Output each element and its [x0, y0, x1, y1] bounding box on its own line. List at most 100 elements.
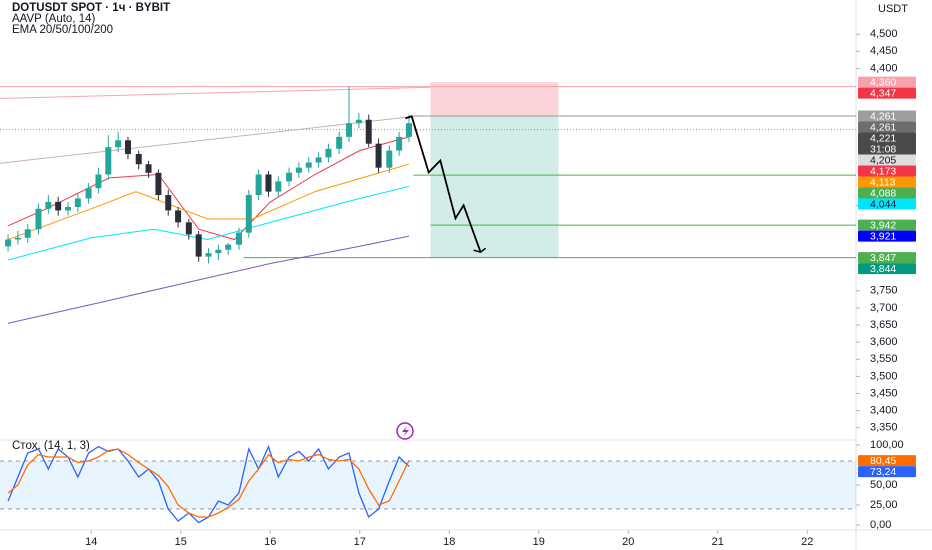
trend-line [0, 115, 416, 164]
y-tick-label: 0,00 [870, 519, 891, 531]
candle-body [14, 237, 21, 240]
x-tick-label: 20 [622, 536, 634, 548]
candle-body [124, 140, 131, 154]
price-tag [858, 165, 916, 177]
x-tick-label: 22 [801, 536, 813, 548]
indicator-label: AAVP (Auto, 14) [12, 13, 95, 25]
candle-body [275, 181, 282, 192]
symbol-title: DOTUSDT SPOT · 1ч · BYBIT [12, 2, 170, 14]
candle-body [175, 210, 182, 223]
price-tag-label: 4,113 [870, 176, 896, 188]
candle-body [65, 206, 72, 211]
price-tag [858, 263, 916, 275]
price-tag [858, 87, 916, 99]
candle-body [396, 136, 403, 151]
price-tag [858, 230, 916, 242]
price-tag-label: 4,088 [870, 187, 896, 199]
price-tag-label: 4,173 [870, 165, 896, 177]
price-tag-label: 4,347 [870, 87, 896, 99]
x-tick-label: 16 [264, 536, 276, 548]
price-tag-label: 3,942 [870, 219, 896, 231]
stop-zone [430, 82, 559, 116]
y-tick-label: 3,400 [870, 404, 898, 416]
y-tick-label: 100,00 [870, 439, 904, 451]
event-icon[interactable] [396, 422, 414, 440]
candle-body [115, 140, 122, 148]
candle-body [355, 119, 362, 124]
candle-body [74, 198, 81, 207]
price-tag [858, 176, 916, 188]
currency-label: USDT [878, 3, 908, 15]
candle-body [135, 153, 142, 165]
x-tick-label: 21 [712, 536, 724, 548]
price-tag-label: 4,221 [870, 132, 896, 144]
countdown-label: 31:08 [870, 143, 896, 155]
candle-body [24, 229, 31, 238]
candle-body [245, 195, 252, 233]
y-tick-label: 3,600 [870, 336, 898, 348]
candle-body [165, 195, 172, 211]
x-tick-label: 14 [85, 536, 97, 548]
price-tag [858, 252, 916, 264]
x-tick-label: 17 [354, 536, 366, 548]
price-tag [858, 455, 916, 467]
stoch-line [7, 448, 410, 518]
candle-body [346, 123, 353, 137]
oscillator-title: Стох. (14, 1, 3) [12, 440, 90, 452]
candle-body [205, 253, 212, 257]
price-tag-label: 3,921 [870, 230, 896, 242]
price-tag [858, 466, 916, 478]
chart-layer: 1415161718192021224,5004,4504,4004,0003,… [0, 28, 916, 548]
candle-body [35, 208, 42, 230]
price-tag [858, 219, 916, 231]
candle-body [185, 222, 192, 235]
y-tick-label: 4,400 [870, 62, 898, 74]
candle-body [235, 232, 242, 245]
target-zone [430, 115, 559, 258]
ema-line [7, 186, 410, 261]
y-tick-label: 3,450 [870, 387, 898, 399]
projection-path [405, 115, 482, 253]
candle-body [386, 150, 393, 168]
candle-body [305, 162, 312, 168]
candle-body [336, 136, 343, 149]
candle-body [286, 172, 293, 182]
event-icon-bolt [402, 426, 409, 437]
price-tag [858, 110, 916, 122]
price-tag-label: 4,360 [870, 76, 896, 88]
y-tick-label: 3,350 [870, 422, 898, 434]
candle-body [225, 244, 232, 250]
y-tick-label: 25,00 [870, 499, 898, 511]
y-tick-label: 3,650 [870, 319, 898, 331]
candle-body [45, 201, 52, 209]
price-tag [858, 187, 916, 199]
projection-arrow [473, 247, 487, 253]
ema-line [7, 235, 410, 324]
price-tag-label: 4,261 [870, 110, 896, 122]
candle-body [195, 234, 202, 257]
price-tag-label: 80,45 [870, 455, 896, 467]
candle-body [315, 157, 322, 163]
y-tick-label: 3,750 [870, 285, 898, 297]
candle-body [145, 164, 152, 173]
price-tag-label: 3,847 [870, 252, 896, 264]
candle-body [255, 174, 262, 196]
y-tick-label: 3,700 [870, 302, 898, 314]
price-tag [858, 198, 916, 210]
candle-body [155, 172, 162, 196]
indicator-label: EMA 20/50/100/200 [12, 24, 113, 36]
candle-body [95, 174, 102, 189]
candle-body [365, 119, 372, 144]
price-tag-label: 73,24 [870, 466, 896, 478]
x-tick-label: 15 [175, 536, 187, 548]
candle-body [85, 188, 92, 199]
candle-body [325, 148, 332, 158]
candle-body [375, 143, 382, 168]
candle-body [215, 249, 222, 254]
x-tick-label: 19 [533, 536, 545, 548]
price-tag-label: 3,844 [870, 263, 896, 275]
price-tag [858, 132, 916, 155]
price-tag-label: 4,205 [870, 154, 896, 166]
